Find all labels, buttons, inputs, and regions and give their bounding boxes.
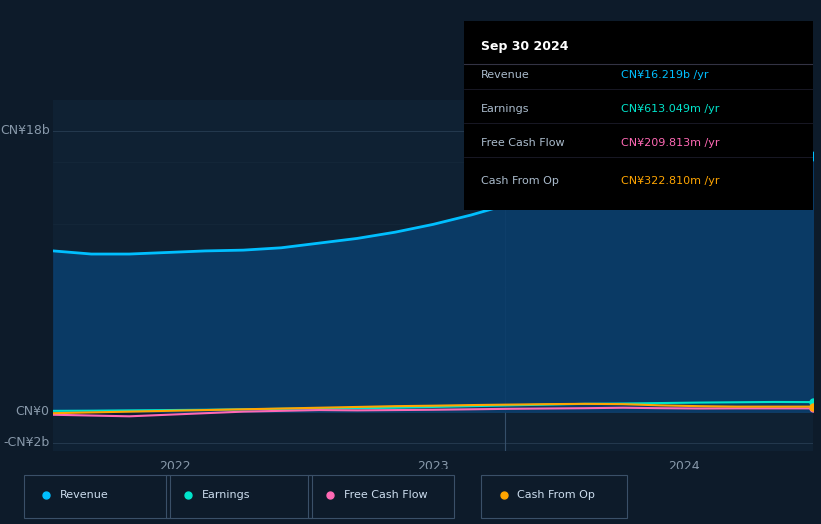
Text: CN¥18b: CN¥18b xyxy=(0,124,49,137)
Text: 2024: 2024 xyxy=(667,460,699,473)
Text: CN¥613.049m /yr: CN¥613.049m /yr xyxy=(621,104,719,114)
Text: Earnings: Earnings xyxy=(202,490,250,500)
Text: Revenue: Revenue xyxy=(481,70,530,80)
Text: Cash From Op: Cash From Op xyxy=(481,176,559,185)
Text: CN¥0: CN¥0 xyxy=(16,405,49,418)
Text: Cash From Op: Cash From Op xyxy=(517,490,594,500)
Text: Free Cash Flow: Free Cash Flow xyxy=(481,138,565,148)
Text: CN¥16.219b /yr: CN¥16.219b /yr xyxy=(621,70,709,80)
Text: Revenue: Revenue xyxy=(60,490,108,500)
Text: Past: Past xyxy=(509,107,532,117)
Text: 2023: 2023 xyxy=(417,460,449,473)
Text: CN¥209.813m /yr: CN¥209.813m /yr xyxy=(621,138,719,148)
Text: -CN¥2b: -CN¥2b xyxy=(3,436,49,450)
Text: Earnings: Earnings xyxy=(481,104,530,114)
Text: 2022: 2022 xyxy=(159,460,190,473)
Text: CN¥322.810m /yr: CN¥322.810m /yr xyxy=(621,176,719,185)
Text: Sep 30 2024: Sep 30 2024 xyxy=(481,40,569,53)
Text: Free Cash Flow: Free Cash Flow xyxy=(343,490,427,500)
